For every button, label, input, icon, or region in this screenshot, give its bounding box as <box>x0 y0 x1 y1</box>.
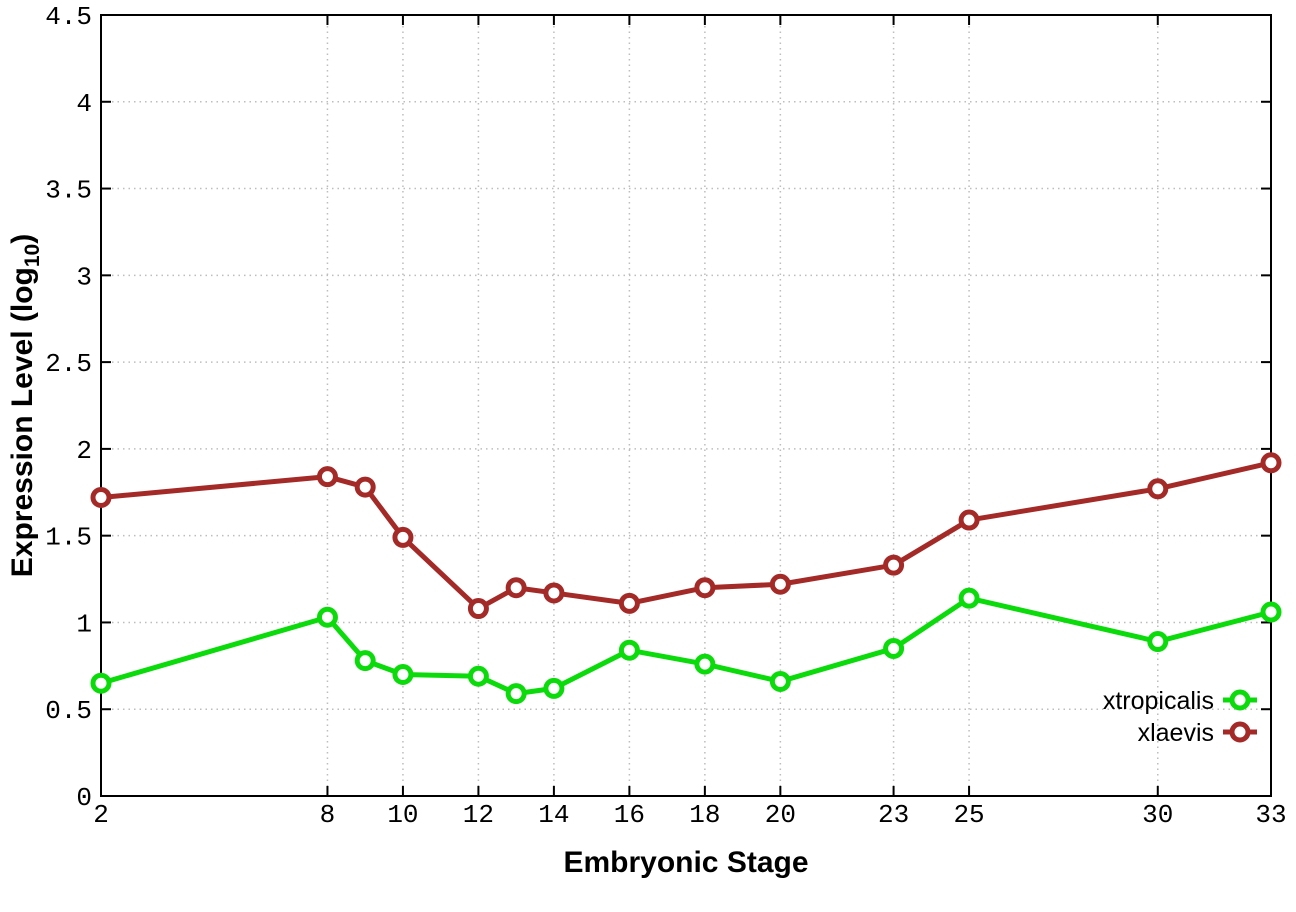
legend-label-xtropicalis: xtropicalis <box>1103 687 1214 715</box>
x-tick-label: 10 <box>387 800 418 830</box>
data-point-xlaevis <box>769 573 791 595</box>
y-tick-label: 3 <box>76 262 92 292</box>
data-point-xlaevis <box>958 509 980 531</box>
y-axis-title: Expression Level (log10) <box>6 234 44 577</box>
series-line-xlaevis <box>98 460 1274 612</box>
data-point-xtropicalis <box>354 650 376 672</box>
data-point-xtropicalis <box>90 672 112 694</box>
data-point-xlaevis <box>467 598 489 620</box>
data-point-xtropicalis <box>1260 601 1282 623</box>
series-line-xtropicalis <box>98 595 1274 697</box>
plot-border <box>100 14 1272 797</box>
x-tick-label: 2 <box>93 800 109 830</box>
data-point-xlaevis <box>618 592 640 614</box>
data-point-xtropicalis <box>769 670 791 692</box>
data-point-xlaevis <box>883 554 905 576</box>
y-tick-label: 4 <box>76 89 92 119</box>
y-tick-label: 1 <box>76 609 92 639</box>
x-tick-label: 30 <box>1142 800 1173 830</box>
x-axis-title: Embryonic Stage <box>563 846 808 879</box>
data-point-xtropicalis <box>467 665 489 687</box>
data-point-xtropicalis <box>505 683 527 705</box>
data-point-xlaevis <box>1147 478 1169 500</box>
data-point-xtropicalis <box>618 639 640 661</box>
y-tick-label: 3.5 <box>45 176 92 206</box>
x-tick-label: 33 <box>1255 800 1286 830</box>
data-point-xtropicalis <box>392 664 414 686</box>
y-tick-label: 2.5 <box>45 349 92 379</box>
data-point-xlaevis <box>505 577 527 599</box>
y-tick-label: 0.5 <box>45 696 92 726</box>
y-tick-label: 0 <box>76 783 92 813</box>
data-point-xlaevis <box>354 476 376 498</box>
x-tick-label: 12 <box>463 800 494 830</box>
data-point-xlaevis <box>694 577 716 599</box>
x-tick-label: 25 <box>953 800 984 830</box>
data-point-xtropicalis <box>958 587 980 609</box>
data-point-xlaevis <box>1260 452 1282 474</box>
legend-sample-marker-xlaevis <box>1229 721 1251 743</box>
x-tick-label: 8 <box>320 800 336 830</box>
data-point-xtropicalis <box>316 606 338 628</box>
data-point-xtropicalis <box>694 653 716 675</box>
x-tick-label: 20 <box>765 800 796 830</box>
x-tick-label: 18 <box>689 800 720 830</box>
data-point-xtropicalis <box>543 677 565 699</box>
y-tick-label: 2 <box>76 436 92 466</box>
data-point-xlaevis <box>392 526 414 548</box>
data-point-xlaevis <box>543 582 565 604</box>
x-tick-label: 23 <box>878 800 909 830</box>
x-tick-label: 16 <box>614 800 645 830</box>
y-tick-label: 1.5 <box>45 523 92 553</box>
legend-sample-marker-xtropicalis <box>1229 689 1251 711</box>
data-point-xtropicalis <box>1147 631 1169 653</box>
legend-label-xlaevis: xlaevis <box>1138 719 1214 747</box>
x-tick-label: 14 <box>538 800 569 830</box>
y-tick-label: 4.5 <box>45 2 92 32</box>
data-point-xlaevis <box>90 486 112 508</box>
data-point-xlaevis <box>316 466 338 488</box>
data-point-xtropicalis <box>883 637 905 659</box>
